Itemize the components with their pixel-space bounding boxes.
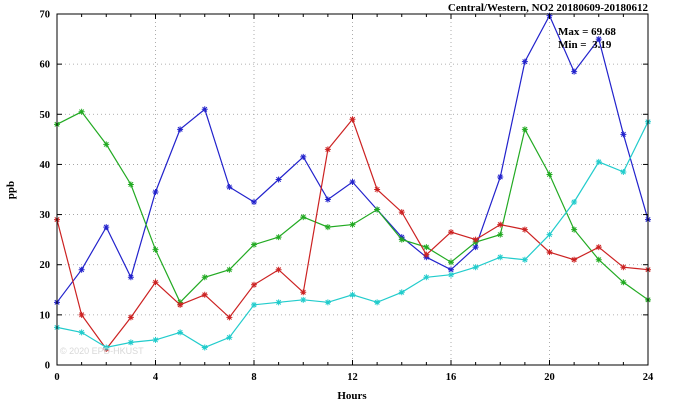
x-axis-label: Hours bbox=[337, 390, 367, 402]
y-axis-label: ppb bbox=[5, 181, 17, 199]
axis-layer: 0 4 8 12 16 20 24 0 10 20 30 40 50 60 70 bbox=[40, 10, 655, 384]
y-tick-label: 60 bbox=[40, 60, 51, 71]
min-annotation: Min = 3.19 bbox=[558, 39, 612, 51]
x-tick-label: 8 bbox=[251, 372, 256, 383]
series-line-green bbox=[56, 111, 649, 304]
max-annotation: Max = 69.68 bbox=[558, 26, 616, 38]
x-tick-label: 4 bbox=[153, 372, 159, 383]
x-tick-label: 0 bbox=[54, 372, 59, 383]
x-tick-label: 20 bbox=[544, 372, 555, 383]
y-tick-label: 20 bbox=[40, 260, 51, 271]
y-tick-label: 10 bbox=[40, 310, 51, 321]
y-tick-label: 30 bbox=[40, 210, 51, 221]
y-tick-label: 40 bbox=[40, 160, 51, 171]
x-tick-label: 16 bbox=[446, 372, 457, 383]
x-tick-label: 24 bbox=[643, 372, 654, 383]
plot-border bbox=[56, 13, 649, 366]
y-tick-label: 50 bbox=[40, 110, 51, 121]
x-tick-label: 12 bbox=[347, 372, 358, 383]
y-tick-label: 0 bbox=[45, 361, 50, 372]
grid-layer bbox=[56, 13, 649, 366]
y-tick-label: 70 bbox=[40, 10, 51, 21]
watermark: © 2020 EPD-HKUST bbox=[60, 346, 144, 356]
series-layer bbox=[54, 12, 651, 353]
chart-title: Central/Western, NO2 20180609-20180612 bbox=[448, 2, 649, 14]
